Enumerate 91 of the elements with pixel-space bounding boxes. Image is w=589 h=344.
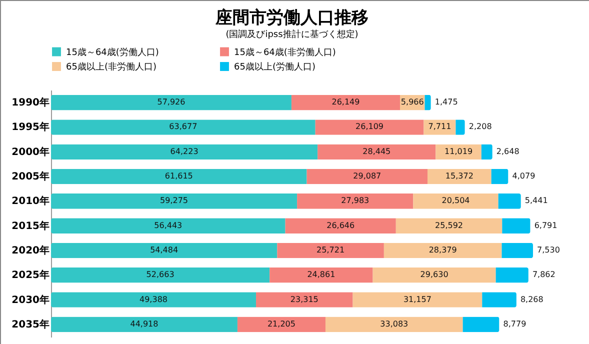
bar [496, 267, 528, 283]
legend-label: 65歳以上(非労働人口) [66, 62, 156, 72]
data-label: 11,019 [444, 146, 473, 156]
bar [256, 292, 353, 308]
bar [51, 168, 307, 184]
data-label: 61,615 [164, 172, 193, 181]
data-label: 20,504 [442, 196, 470, 206]
data-label: 57,926 [157, 98, 186, 107]
data-label: 56,443 [154, 220, 182, 230]
data-label: 64,223 [170, 146, 198, 156]
data-label: 28,445 [362, 146, 391, 156]
data-label: 1,475 [434, 98, 458, 107]
bar [318, 144, 436, 160]
data-label: 52,663 [146, 270, 174, 280]
y-tick-label: 2035年 [12, 318, 50, 330]
data-label: 28,379 [428, 245, 457, 254]
bar [51, 94, 292, 110]
bar [384, 242, 502, 258]
y-tick-label: 2020年 [12, 244, 50, 256]
bar [482, 292, 516, 308]
bar [325, 316, 463, 332]
data-label: 7,711 [428, 122, 452, 132]
data-label: 7,530 [537, 245, 560, 254]
data-label: 2,208 [468, 122, 492, 132]
data-label: 8,268 [520, 294, 544, 304]
data-label: 25,592 [435, 220, 464, 230]
data-label: 63,677 [169, 122, 198, 132]
bar [413, 194, 498, 209]
bar [428, 168, 492, 184]
bar [491, 168, 508, 184]
chart-title: 座間市労働人口推移 [214, 8, 368, 28]
data-label: 7,862 [532, 270, 556, 280]
y-tick-label: 1995年 [12, 121, 50, 134]
bar [297, 194, 414, 209]
bar [237, 316, 326, 332]
bar [498, 194, 521, 209]
data-label: 26,646 [326, 220, 355, 230]
bar [352, 292, 482, 308]
data-label: 49,388 [140, 294, 168, 304]
data-label: 54,484 [150, 245, 178, 254]
bar [51, 120, 316, 135]
y-tick-label: 2030年 [12, 294, 50, 306]
y-tick-label: 2005年 [12, 170, 50, 183]
chart-subtitle: (国調及びipss推計に基づく想定) [226, 29, 358, 40]
bar [372, 267, 496, 283]
bar [481, 144, 492, 160]
data-label: 2,648 [496, 146, 520, 156]
y-tick-label: 2025年 [12, 269, 50, 282]
bar [51, 316, 238, 332]
bar [51, 218, 286, 234]
y-tick-label: 2000年 [12, 146, 50, 158]
data-label: 31,157 [403, 294, 432, 304]
data-label: 29,630 [420, 270, 448, 280]
data-label: 15,372 [445, 172, 474, 181]
data-label: 59,275 [160, 196, 188, 206]
bar [502, 242, 533, 258]
data-label: 26,109 [356, 122, 384, 132]
bar [306, 168, 428, 184]
data-label: 44,918 [130, 319, 158, 328]
legend-label: 15歳～64歳(非労働人口) [234, 46, 336, 58]
data-label: 21,205 [267, 319, 296, 328]
bar [270, 267, 373, 283]
data-label: 29,087 [353, 172, 382, 181]
y-tick-label: 2015年 [12, 220, 50, 232]
y-tick-label: 2010年 [12, 195, 50, 208]
bar [277, 242, 384, 258]
bar [51, 267, 270, 283]
bar [462, 316, 500, 332]
bar [285, 218, 396, 234]
data-label: 4,079 [512, 172, 536, 181]
bar [51, 292, 256, 308]
bar [291, 94, 400, 110]
data-label: 5,966 [400, 98, 424, 107]
bar [456, 120, 465, 135]
legend-label: 15歳～64歳(労働人口) [66, 46, 159, 58]
bar [51, 242, 278, 258]
legend-label: 65歳以上(労働人口) [234, 62, 316, 72]
data-label: 24,861 [307, 270, 336, 280]
data-label: 27,983 [341, 196, 370, 206]
data-label: 5,441 [524, 196, 548, 206]
bar [502, 218, 530, 234]
data-label: 33,083 [380, 319, 408, 328]
bar [51, 194, 298, 209]
bar [396, 218, 502, 234]
data-label: 8,779 [503, 319, 526, 328]
y-tick-label: 1990年 [12, 96, 50, 109]
bar [51, 144, 318, 160]
data-label: 25,721 [316, 245, 345, 254]
data-label: 26,149 [332, 98, 360, 107]
data-label: 6,791 [534, 220, 558, 230]
data-label: 23,315 [290, 294, 318, 304]
